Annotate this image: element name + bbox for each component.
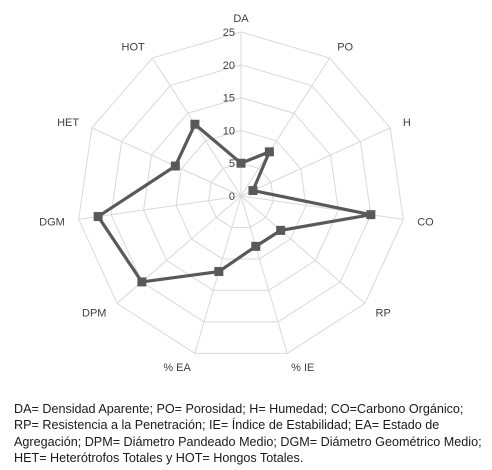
axis-label-0: DA [233, 13, 249, 25]
axis-label-4: RP [376, 308, 391, 320]
axis-label-10: HOT [122, 41, 146, 53]
axis-label-9: HET [57, 117, 79, 129]
spoke-8 [78, 195, 242, 220]
grid-ring-2 [175, 129, 307, 260]
tick-label-2: 10 [223, 125, 235, 137]
grid-ring-3 [143, 97, 339, 291]
data-point-8 [93, 212, 103, 222]
radar-grid [78, 31, 404, 354]
data-point-5 [251, 241, 261, 251]
tick-label-0: 0 [229, 191, 235, 203]
tick-label-4: 20 [223, 60, 235, 72]
axis-label-2: H [403, 117, 411, 129]
grid-ring-5 [78, 31, 404, 354]
data-point-9 [170, 161, 180, 171]
grid-ring-1 [208, 162, 274, 228]
spoke-5 [240, 195, 288, 354]
data-point-0 [236, 158, 246, 168]
spoke-4 [240, 195, 366, 304]
tick-label-5: 25 [223, 27, 235, 39]
axis-label-3: CO [417, 216, 434, 228]
tick-label-3: 15 [223, 93, 235, 105]
data-point-2 [248, 186, 258, 196]
spoke-3 [240, 195, 404, 220]
data-point-4 [276, 225, 286, 235]
spoke-9 [91, 127, 242, 197]
spoke-2 [240, 127, 391, 197]
data-point-6 [214, 267, 224, 277]
tick-label-1: 5 [229, 158, 235, 170]
grid-ring-4 [110, 64, 372, 323]
axis-labels: DA PO H CO RP % IE % EA DPM DGM HET HOT [39, 13, 434, 374]
series-layer [93, 119, 376, 287]
radar-svg: DA PO H CO RP % IE % EA DPM DGM HET HOT 0 5 10 15 20 25 [39, 13, 434, 374]
axis-label-1: PO [337, 41, 353, 53]
figure-caption: DA= Densidad Aparente; PO= Porosidad; H=… [14, 402, 482, 466]
axis-label-8: DGM [39, 216, 65, 228]
spoke-1 [240, 57, 331, 197]
data-point-1 [264, 147, 274, 157]
axis-label-6: % EA [163, 362, 191, 374]
radial-tick-labels: 0 5 10 15 20 25 [223, 27, 235, 203]
data-point-3 [366, 210, 376, 220]
axis-label-7: DPM [82, 308, 106, 320]
series-line-0 [95, 121, 372, 284]
radar-chart: DA PO H CO RP % IE % EA DPM DGM HET HOT 0 5 10 15 20 25 [39, 13, 434, 374]
data-point-10 [190, 119, 200, 129]
data-point-7 [137, 277, 147, 287]
axis-label-5: % IE [291, 362, 314, 374]
